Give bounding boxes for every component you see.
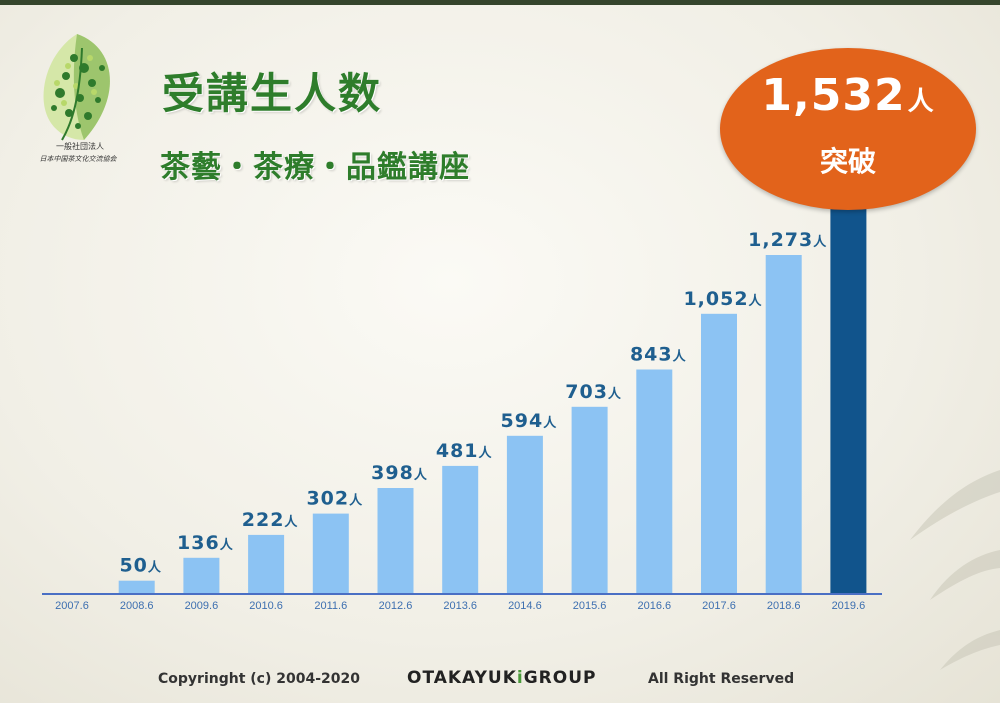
data-label-2012.6: 398人	[371, 462, 428, 484]
x-tick-2008.6: 2008.6	[120, 600, 154, 612]
bamboo-decoration	[910, 470, 1000, 670]
bar-2015.6	[571, 406, 608, 594]
data-label-2009.6: 136人	[177, 532, 234, 554]
tea-leaf-logo	[43, 34, 110, 141]
bar-2016.6	[636, 369, 673, 594]
data-label-2011.6: 302人	[306, 488, 363, 510]
x-tick-2007.6: 2007.6	[55, 600, 89, 612]
page-title: 受講生人数	[162, 69, 383, 118]
x-tick-2009.6: 2009.6	[185, 600, 219, 612]
x-tick-2014.6: 2014.6	[508, 600, 542, 612]
bar-2008.6	[118, 580, 155, 594]
data-label-2015.6: 703人	[565, 381, 622, 403]
x-tick-2015.6: 2015.6	[573, 600, 607, 612]
x-tick-2016.6: 2016.6	[637, 600, 671, 612]
logo-org-type: 一般社団法人	[56, 142, 104, 151]
x-tick-2012.6: 2012.6	[379, 600, 413, 612]
footer-brand-name: OTAKAYUK	[407, 668, 517, 688]
bar-2017.6	[701, 313, 737, 594]
bar-2014.6	[506, 435, 543, 594]
x-tick-2011.6: 2011.6	[314, 600, 347, 612]
bar-2011.6	[312, 513, 349, 594]
bar-2018.6	[765, 255, 802, 594]
highlight-unit: 人	[907, 87, 935, 117]
footer-brand-i: i	[516, 668, 524, 688]
footer-brand: OTAKAYUKiGROUP	[407, 668, 596, 688]
highlight-number: 1,532	[761, 70, 906, 121]
data-label-2018.6: 1,273人	[748, 229, 827, 251]
highlight-value: 1,532人	[720, 70, 976, 121]
footer-rights: All Right Reserved	[648, 671, 795, 687]
bar-2012.6	[377, 488, 414, 594]
data-label-2013.6: 481人	[436, 440, 493, 462]
top-band	[0, 0, 1000, 5]
page-subtitle: 茶藝・茶療・品鑑講座	[160, 150, 470, 185]
footer-copyright: Copyringht (c) 2004-2020	[158, 671, 360, 687]
bar-2010.6	[248, 534, 285, 594]
highlight-bubble: 1,532人 突破	[720, 48, 976, 210]
x-tick-2013.6: 2013.6	[443, 600, 477, 612]
x-tick-2010.6: 2010.6	[249, 600, 283, 612]
footer-brand-group: GROUP	[523, 668, 597, 688]
data-label-2014.6: 594人	[501, 410, 558, 432]
x-tick-2017.6: 2017.6	[702, 600, 736, 612]
data-label-2016.6: 843人	[630, 344, 687, 366]
x-tick-2019.6: 2019.6	[832, 600, 866, 612]
bar-2019.6	[830, 186, 867, 594]
logo-org-name: 日本中国茶文化交流協会	[39, 155, 117, 163]
bar-2013.6	[442, 465, 479, 594]
data-label-2017.6: 1,052人	[683, 288, 762, 310]
bar-2009.6	[183, 557, 220, 594]
data-label-2008.6: 50人	[119, 555, 161, 577]
x-tick-2018.6: 2018.6	[767, 600, 801, 612]
data-label-2010.6: 222人	[242, 509, 299, 531]
highlight-caption: 突破	[819, 145, 876, 178]
